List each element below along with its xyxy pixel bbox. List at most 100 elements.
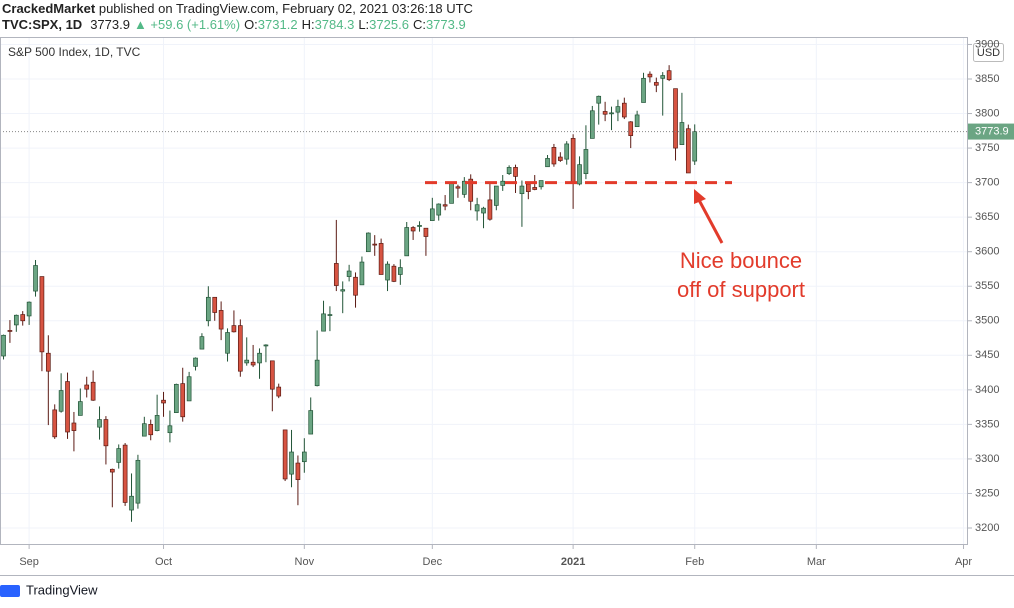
candle-body — [506, 167, 512, 174]
candle-body — [109, 468, 115, 473]
candle-body — [634, 114, 640, 128]
y-tick-label: 3400 — [975, 384, 999, 396]
y-tick-label: 3500 — [975, 315, 999, 327]
y-tick-label: 3750 — [975, 142, 999, 154]
candle-body — [397, 267, 403, 275]
grid — [0, 37, 968, 545]
candle-body — [564, 143, 570, 160]
candle-body — [269, 360, 275, 390]
candle-body — [1, 334, 6, 357]
y-tick-label: 3700 — [975, 177, 999, 189]
candle-body — [314, 359, 320, 387]
y-tick-label: 3550 — [975, 280, 999, 292]
high-label: H: — [302, 17, 315, 32]
change: ▲ +59.6 (+1.61%) — [134, 17, 240, 32]
candle-body — [263, 344, 269, 347]
annotation-text: off of support — [677, 277, 805, 302]
x-tick-label: Apr — [955, 556, 972, 568]
candle-body — [449, 182, 454, 204]
candle-body — [212, 296, 218, 313]
y-tick-label: 3800 — [975, 107, 999, 119]
candle-body — [186, 376, 192, 402]
candle-body — [532, 187, 538, 190]
candle-body — [513, 167, 518, 177]
candle-body — [570, 138, 576, 183]
candle-body — [551, 147, 557, 165]
candle-body — [583, 149, 589, 174]
candle-body — [429, 208, 435, 221]
candle-body — [468, 178, 474, 202]
quote-line: TVC:SPX, 1D 3773.9 ▲ +59.6 (+1.61%) O:3731.… — [2, 17, 466, 32]
candle-body — [167, 425, 173, 434]
currency-box — [973, 43, 1004, 62]
candle-body — [346, 270, 352, 277]
candle-body — [493, 185, 499, 206]
y-tick-label: 3300 — [975, 453, 999, 465]
candle-body — [205, 296, 211, 322]
candle-body — [148, 424, 154, 436]
y-tick-label: 3200 — [975, 522, 999, 534]
candle-body — [231, 325, 237, 333]
candle-body — [295, 462, 301, 481]
y-tick-label: 3600 — [975, 246, 999, 258]
last-price-box — [968, 123, 1014, 140]
candle-body — [436, 203, 442, 216]
x-tick-label: Oct — [155, 556, 172, 568]
y-tick-label: 3450 — [975, 349, 999, 361]
candle-body — [455, 186, 461, 189]
open-label: O: — [244, 17, 258, 32]
plot-border — [0, 37, 968, 545]
candle-body — [577, 164, 582, 185]
candle-body — [417, 225, 422, 227]
candle-body — [84, 384, 90, 390]
candle-body — [621, 102, 627, 118]
candle-body — [97, 419, 102, 428]
candle-body — [372, 243, 378, 246]
candle-body — [218, 310, 224, 330]
logo-icon — [0, 585, 20, 597]
candle-body — [180, 383, 186, 418]
candle-body — [673, 88, 678, 149]
candle-body — [135, 459, 141, 504]
x-tick-label: Sep — [19, 556, 39, 568]
candle-body — [71, 422, 77, 431]
published: published on TradingView.com, February 0… — [99, 1, 473, 16]
candle-body — [77, 401, 83, 416]
candle-body — [525, 183, 531, 192]
candle-body — [365, 232, 371, 253]
header-line: CrackedMarket published on TradingView.c… — [2, 1, 473, 16]
candle-body — [58, 390, 64, 412]
currency: USD — [977, 47, 1000, 59]
candle-body — [519, 185, 525, 195]
candle-body — [679, 122, 685, 145]
candle-body — [257, 352, 262, 364]
candle-body — [487, 199, 493, 220]
high: 3784.3 — [315, 17, 355, 32]
candle-body — [461, 180, 467, 195]
candle-body — [308, 410, 314, 435]
candle-body — [385, 263, 390, 281]
candle-body — [423, 227, 429, 237]
annotation-text: Nice bounce — [680, 248, 802, 273]
low: 3725.6 — [369, 17, 409, 32]
arrow-head — [694, 189, 706, 204]
candle-body — [615, 106, 621, 113]
candle-body — [602, 111, 608, 115]
last-price: 3773.9 — [90, 17, 130, 32]
candle-body — [282, 429, 288, 480]
plot — [0, 65, 968, 522]
candle-body — [628, 121, 634, 136]
candle-body — [33, 265, 38, 292]
candle-body — [225, 332, 230, 354]
y-tick-label: 3900 — [975, 38, 999, 50]
candle-body — [154, 415, 160, 431]
candle-body — [116, 448, 122, 463]
candle-body — [39, 276, 45, 353]
candle-body — [340, 289, 346, 292]
annotation: Nice bounce off of support — [677, 189, 805, 302]
candle-body — [545, 158, 550, 168]
candle-body — [641, 77, 646, 103]
low-label: L: — [358, 17, 369, 32]
candle-body — [141, 423, 147, 437]
candle-body — [557, 156, 563, 161]
